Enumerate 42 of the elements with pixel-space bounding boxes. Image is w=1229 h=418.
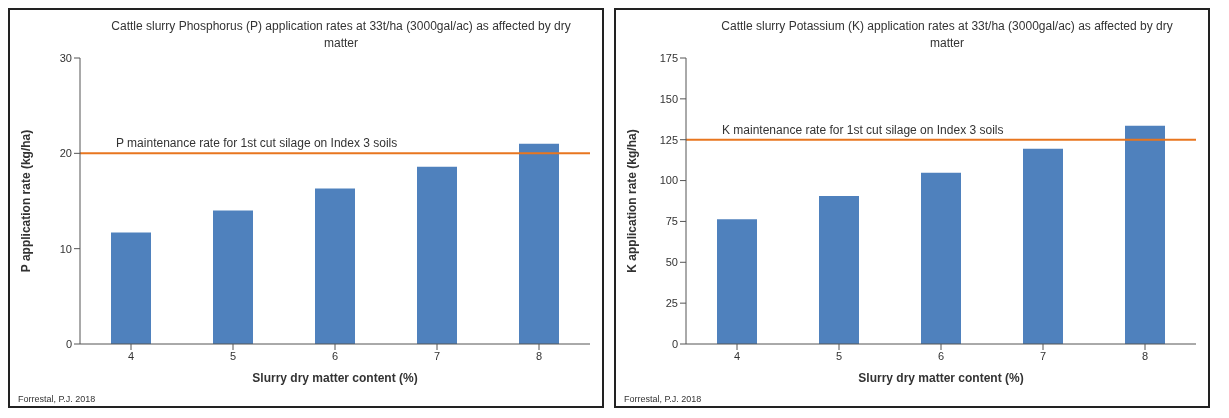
bar xyxy=(315,188,355,344)
y-tick-label: 0 xyxy=(65,337,72,350)
y-tick-label: 175 xyxy=(659,51,678,64)
y-axis-title: P application rate (kg/ha) xyxy=(19,129,34,273)
x-tick-label: 5 xyxy=(229,349,237,362)
y-tick-label: 125 xyxy=(659,133,678,146)
y-tick-label: 50 xyxy=(665,256,678,269)
x-tick-label: 5 xyxy=(835,349,843,362)
bar xyxy=(111,232,151,344)
x-tick-label: 4 xyxy=(127,349,135,362)
bar xyxy=(519,143,559,344)
x-axis-title: Slurry dry matter content (%) xyxy=(858,371,1024,385)
x-tick-label: 7 xyxy=(1039,349,1047,362)
chart-title: Cattle slurry Potassium (K) application rates at 33t/ha (3000gal/ac) as affected by dry matter xyxy=(720,18,1174,52)
bar xyxy=(921,172,961,344)
y-tick-label: 25 xyxy=(665,297,678,310)
y-tick-label: 10 xyxy=(59,242,72,255)
x-tick-label: 8 xyxy=(535,349,543,362)
bar xyxy=(1125,125,1165,344)
y-tick-label: 30 xyxy=(59,51,72,64)
bar xyxy=(417,166,457,344)
text: Forrestal, P.J. 2018 xyxy=(624,394,702,404)
y-tick-label: 75 xyxy=(665,215,678,228)
x-tick-label: 4 xyxy=(733,349,741,362)
y-axis-title: K application rate (kg/ha) xyxy=(625,129,640,273)
y-tick-label: 20 xyxy=(59,147,72,160)
y-tick-label: 150 xyxy=(659,92,678,105)
bar xyxy=(213,210,253,344)
text: Forrestal, P.J. 2018 xyxy=(18,394,96,404)
y-tick-label: 0 xyxy=(671,337,678,350)
x-tick-label: 6 xyxy=(331,349,339,362)
x-tick-label: 6 xyxy=(937,349,945,362)
ref-line-label: P maintenance rate for 1st cut silage on Index 3 soils xyxy=(116,136,398,151)
ref-line-label: K maintenance rate for 1st cut silage on Index 3 soils xyxy=(722,122,1004,137)
x-axis-title: Slurry dry matter content (%) xyxy=(252,371,418,385)
y-tick-label: 100 xyxy=(659,174,678,187)
chart-title: Cattle slurry Phosphorus (P) application rates at 33t/ha (3000gal/ac) as affected by dry matter xyxy=(110,18,572,52)
x-tick-label: 7 xyxy=(433,349,441,362)
bar xyxy=(717,219,757,344)
bar xyxy=(1023,148,1063,344)
bar xyxy=(819,195,859,344)
x-tick-label: 8 xyxy=(1141,349,1149,362)
